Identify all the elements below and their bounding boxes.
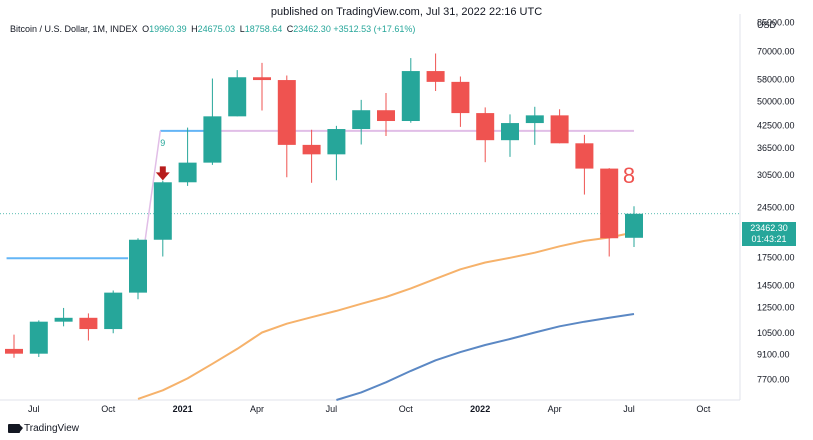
candle-body — [54, 317, 73, 322]
y-tick-label: 70000.00 — [757, 46, 795, 56]
candle-body — [625, 213, 643, 238]
x-tick-label: Apr — [250, 404, 264, 414]
y-tick-label: 85000.00 — [757, 17, 795, 27]
candle-body — [575, 143, 594, 169]
x-tick-label: Oct — [101, 404, 116, 414]
annotations: 98 — [155, 138, 635, 188]
setup-lines — [6, 129, 634, 292]
y-tick-label: 10500.00 — [757, 328, 795, 338]
currency-label: USD — [757, 20, 777, 30]
symbol-title: Bitcoin / U.S. Dollar, 1M, INDEX — [10, 24, 138, 34]
x-tick-label: Jul — [28, 404, 40, 414]
x-tick-label: Oct — [399, 404, 414, 414]
moving-average-blue — [336, 313, 635, 401]
candle-body — [377, 110, 395, 122]
symbol-legend: Bitcoin / U.S. Dollar, 1M, INDEX O19960.… — [10, 24, 415, 34]
candle-body — [253, 77, 271, 81]
y-tick-label: 30500.00 — [757, 170, 795, 180]
candle-body — [401, 71, 420, 122]
brand-name: TradingView — [24, 423, 80, 434]
y-tick-label: 42500.00 — [757, 120, 795, 130]
current-price-value: 23462.30 — [750, 223, 788, 233]
candle-body — [302, 144, 321, 155]
published-caption: published on TradingView.com, Jul 31, 20… — [270, 6, 543, 18]
x-axis: Jul Oct 2021 Apr Jul Oct 2022 Apr Jul Oct — [28, 404, 711, 414]
y-tick-label: 14500.00 — [757, 280, 795, 290]
x-tick-label: 2022 — [470, 404, 490, 414]
change-value: +3512.53 (+17.61%) — [333, 24, 416, 34]
high-label: H — [191, 24, 198, 34]
candle-body — [327, 129, 346, 155]
candle-body — [426, 71, 445, 82]
current-price-tag: 23462.30 01:43:21 — [742, 222, 796, 246]
open-value: 19960.39 — [149, 24, 187, 34]
candle-body — [228, 77, 247, 117]
candle-body — [600, 168, 619, 239]
grid — [0, 14, 741, 401]
candle-body — [525, 115, 544, 124]
candle-body — [153, 182, 172, 240]
bar-countdown: 01:43:21 — [751, 234, 787, 244]
candle-body — [501, 123, 519, 141]
y-tick-label: 36500.00 — [757, 143, 795, 153]
candle-body — [104, 292, 123, 330]
y-tick-label: 24500.00 — [757, 202, 795, 212]
y-tick-label: 7700.00 — [757, 374, 790, 384]
candle-body — [129, 239, 147, 293]
candle-body — [5, 348, 23, 354]
moving-averages — [137, 231, 635, 401]
moving-average-orange — [137, 231, 635, 400]
y-tick-label: 58000.00 — [757, 74, 795, 84]
close-value: 23462.30 — [293, 24, 331, 34]
sequential-count-9: 9 — [160, 138, 165, 148]
candle-body — [178, 162, 197, 183]
y-axis: 85000.00 70000.00 58000.00 50000.00 42500.00… — [757, 17, 795, 384]
y-tick-label: 12500.00 — [757, 302, 795, 312]
x-tick-label: Oct — [696, 404, 711, 414]
low-value: 18758.64 — [244, 24, 283, 34]
sequential-count-8: 8 — [623, 163, 635, 188]
x-tick-label: Jul — [326, 404, 338, 414]
close-label: C — [286, 24, 294, 34]
x-tick-label: Apr — [548, 404, 562, 414]
open-label: O — [142, 24, 150, 34]
candle-body — [277, 80, 296, 145]
x-tick-label: 2021 — [173, 404, 193, 414]
candle-body — [476, 113, 495, 141]
candle-body — [352, 110, 371, 130]
y-tick-label: 9100.00 — [757, 350, 790, 360]
x-tick-label: Jul — [623, 404, 635, 414]
sell-arrow-icon — [155, 166, 170, 181]
candle-body — [29, 321, 48, 354]
candle-body — [451, 81, 470, 114]
high-value: 24675.03 — [197, 24, 236, 34]
y-tick-label: 50000.00 — [757, 96, 795, 106]
candle-body — [550, 115, 569, 144]
y-tick-label: 17500.00 — [757, 252, 795, 262]
footer-brand[interactable]: TradingView — [8, 423, 79, 434]
low-label: L — [239, 24, 245, 34]
candle-body — [79, 317, 98, 330]
tradingview-logo-icon — [8, 424, 23, 433]
candles — [5, 53, 643, 358]
candle-body — [203, 116, 222, 163]
